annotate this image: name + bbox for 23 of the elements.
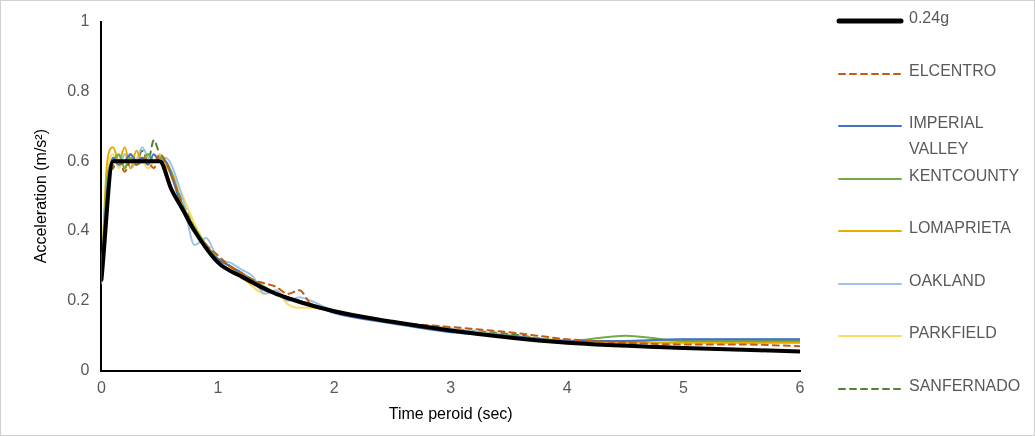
legend-label: ELCENTRO	[909, 60, 998, 81]
legend-label: OAKLAND	[909, 270, 987, 291]
y-tick-label: 0	[80, 361, 90, 379]
legend-label: IMPERIAL VALLEY	[909, 113, 985, 159]
x-tick-label: 4	[562, 378, 572, 396]
y-tick-label: 0.4	[67, 221, 90, 239]
y-tick-label: 0.2	[67, 291, 90, 309]
y-tick-label: 0.6	[67, 151, 90, 169]
x-tick-label: 3	[446, 378, 456, 396]
x-tick-label: 1	[213, 378, 223, 396]
x-tick-label: 0	[96, 378, 106, 396]
legend-label: PARKFIELD	[909, 323, 998, 343]
legend-label: LOMAPRIETA	[909, 218, 1012, 238]
x-axis-title: Time peroid (sec)	[388, 404, 513, 422]
x-tick-label: 6	[795, 378, 805, 396]
x-tick-label: 2	[329, 378, 339, 396]
y-axis-title: Acceleration (m/s²)	[32, 128, 50, 264]
legend-label: SANFERNADO	[909, 375, 1022, 396]
x-tick-label: 5	[679, 378, 689, 396]
y-tick-label: 1	[80, 12, 90, 30]
legend-label: 0.24g	[909, 8, 951, 28]
y-tick-label: 0.8	[67, 81, 90, 99]
legend-label: KENTCOUNTY	[909, 165, 1021, 186]
